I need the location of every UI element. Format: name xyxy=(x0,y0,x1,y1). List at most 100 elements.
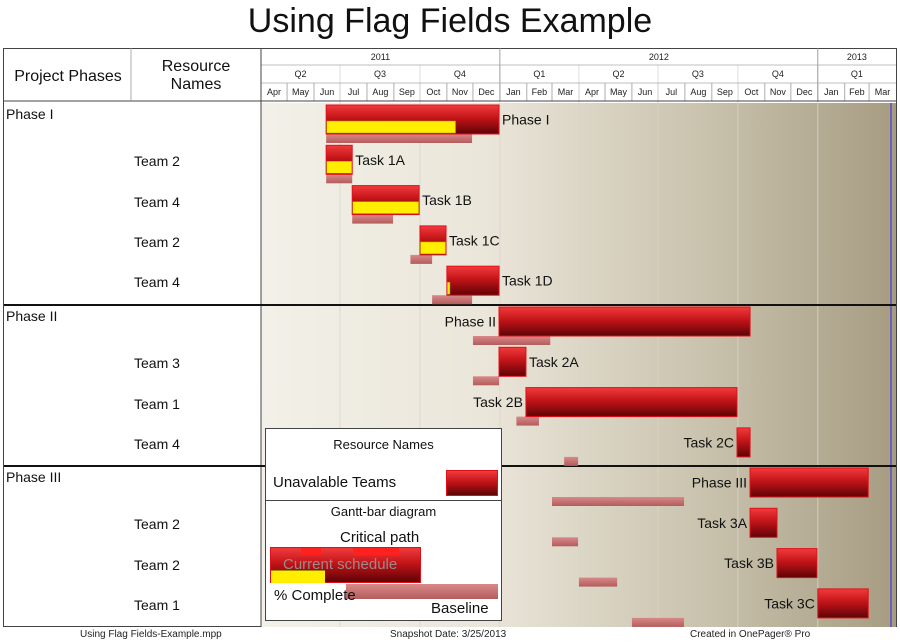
header-project-phases: Project Phases xyxy=(14,68,122,85)
month-tick: Sep xyxy=(716,87,733,97)
complete-bar xyxy=(352,201,419,214)
task-bar xyxy=(749,507,778,538)
baseline-bar xyxy=(326,174,353,184)
month-tick: Mar xyxy=(557,87,574,97)
header-resource-names: Resource Names xyxy=(132,58,260,94)
resource-label: Team 2 xyxy=(134,556,180,573)
legend-critical-label: Critical path xyxy=(340,529,420,546)
resource-label: Team 4 xyxy=(134,193,180,210)
month-tick: Jun xyxy=(319,87,335,97)
quarter-tick: Q2 xyxy=(294,69,307,79)
task-bar xyxy=(498,306,751,337)
month-tick: Oct xyxy=(426,87,441,97)
quarter-tick: Q2 xyxy=(612,69,625,79)
task-label: Task 2C xyxy=(683,434,734,450)
month-tick: Nov xyxy=(451,87,468,97)
footer-created: Created in OnePager® Pro xyxy=(690,629,811,640)
task-label: Phase III xyxy=(692,475,747,491)
quarter-tick: Q1 xyxy=(850,69,863,79)
month-tick: Aug xyxy=(690,87,707,97)
year-tick: 2012 xyxy=(648,52,669,62)
complete-bar xyxy=(447,281,451,295)
task-label: Task 1D xyxy=(502,273,553,289)
resource-label: Team 4 xyxy=(134,435,180,452)
baseline-bar xyxy=(516,416,539,426)
month-tick: Mar xyxy=(874,87,891,97)
month-tick: Jul xyxy=(665,87,678,97)
legend-complete-label: % Complete xyxy=(274,587,356,604)
month-tick: Aug xyxy=(372,87,389,97)
legend: Resource Names Unavalable Teams Gantt-ba… xyxy=(265,428,502,621)
task-label: Task 1A xyxy=(355,152,405,168)
task-bar xyxy=(498,346,527,377)
task-label: Task 1B xyxy=(422,192,472,208)
resource-label: Team 2 xyxy=(134,233,180,250)
month-tick: Jul xyxy=(347,87,360,97)
resource-label: Team 1 xyxy=(134,395,180,412)
legend-complete-swatch xyxy=(271,570,325,583)
header-resource-names-text: Resource Names xyxy=(161,58,231,93)
month-tick: May xyxy=(292,87,310,97)
phase-label: Phase III xyxy=(6,469,62,485)
task-bar xyxy=(749,467,869,498)
phase-label: Phase I xyxy=(6,106,54,122)
legend-unavailable-swatch xyxy=(446,470,498,496)
month-tick: May xyxy=(609,87,627,97)
task-label: Task 3A xyxy=(697,515,747,531)
resource-label: Team 1 xyxy=(134,596,180,613)
legend-critical-mark-2 xyxy=(353,548,399,555)
baseline-bar xyxy=(552,497,685,506)
baseline-bar xyxy=(564,456,579,466)
legend-gantt-title: Gantt-bar diagram xyxy=(330,504,437,519)
task-bar xyxy=(776,548,818,579)
quarter-tick: Q3 xyxy=(373,69,386,79)
baseline-bar xyxy=(432,295,473,305)
task-bar xyxy=(525,387,738,418)
task-label: Phase II xyxy=(445,314,496,330)
month-tick: Oct xyxy=(744,87,759,97)
task-label: Phase I xyxy=(502,112,549,128)
complete-bar xyxy=(420,241,446,255)
task-label: Task 3B xyxy=(724,555,774,571)
task-label: Task 2A xyxy=(529,354,579,370)
baseline-bar xyxy=(472,336,551,345)
quarter-tick: Q4 xyxy=(771,69,784,79)
legend-resource-title: Resource Names xyxy=(333,437,434,452)
task-bar xyxy=(736,427,751,458)
task-bar xyxy=(446,265,500,296)
month-tick: Jun xyxy=(637,87,653,97)
footer-snapshot: Snapshot Date: 3/25/2013 xyxy=(390,629,507,640)
legend-current-label: Current schedule xyxy=(283,556,398,573)
resource-label: Team 4 xyxy=(134,274,180,291)
month-tick: Jan xyxy=(824,87,839,97)
resource-label: Team 2 xyxy=(134,516,180,533)
chart-title: Using Flag Fields Example xyxy=(247,2,653,40)
resource-label: Team 3 xyxy=(134,355,180,372)
month-tick: Dec xyxy=(478,87,495,97)
month-tick: Feb xyxy=(849,87,865,97)
month-tick: Jan xyxy=(506,87,521,97)
month-tick: Dec xyxy=(796,87,813,97)
baseline-bar xyxy=(552,537,579,547)
month-tick: Nov xyxy=(769,87,786,97)
baseline-bar xyxy=(352,214,394,224)
footer-file: Using Flag Fields-Example.mpp xyxy=(80,629,222,640)
legend-divider xyxy=(266,500,501,501)
legend-baseline-swatch xyxy=(346,584,498,599)
baseline-bar xyxy=(410,254,433,264)
year-tick: 2013 xyxy=(846,52,867,62)
year-tick: 2011 xyxy=(370,52,391,62)
month-tick: Sep xyxy=(398,87,415,97)
complete-bar xyxy=(326,120,456,134)
task-label: Task 1C xyxy=(449,232,500,248)
month-tick: Feb xyxy=(531,87,548,97)
complete-bar xyxy=(326,161,352,174)
month-tick: Apr xyxy=(267,87,282,97)
quarter-tick: Q4 xyxy=(453,69,466,79)
baseline-bar xyxy=(472,376,500,386)
task-label: Task 3C xyxy=(764,595,815,611)
resource-label: Team 2 xyxy=(134,153,180,170)
phase-label: Phase II xyxy=(6,308,58,324)
task-bar xyxy=(817,588,869,619)
baseline-bar xyxy=(578,577,618,587)
